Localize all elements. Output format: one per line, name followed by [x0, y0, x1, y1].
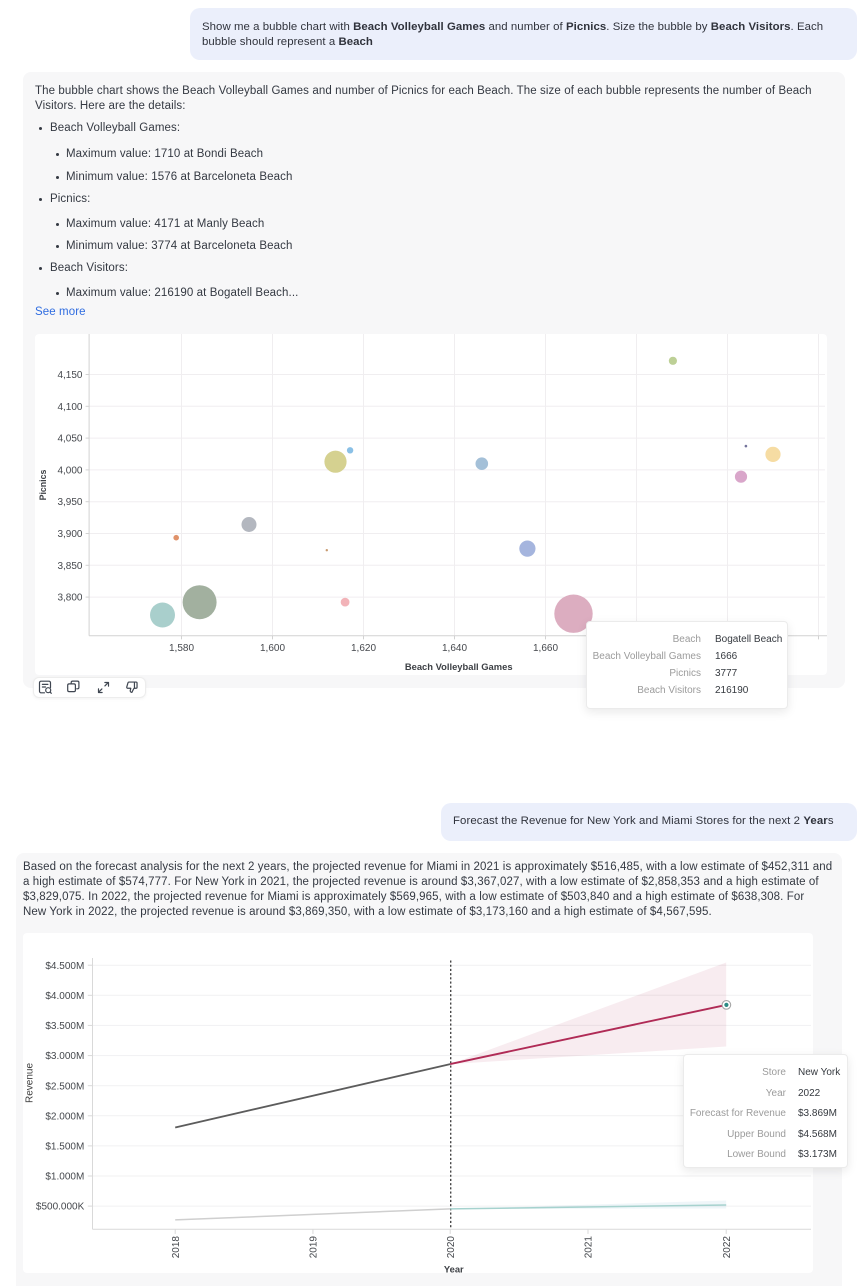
- svg-text:Picnics: Picnics: [38, 469, 48, 500]
- svg-text:$3.000M: $3.000M: [45, 1051, 84, 1062]
- svg-text:1,660: 1,660: [532, 642, 557, 653]
- svg-text:2018: 2018: [171, 1235, 182, 1258]
- svg-text:1,580: 1,580: [168, 642, 193, 653]
- svg-text:3,950: 3,950: [57, 497, 82, 508]
- svg-text:2021: 2021: [583, 1235, 594, 1258]
- svg-text:2022: 2022: [722, 1235, 733, 1258]
- svg-text:4,150: 4,150: [57, 370, 82, 381]
- svg-text:$4.500M: $4.500M: [45, 960, 84, 971]
- svg-text:3,800: 3,800: [57, 592, 82, 603]
- svg-text:$3.500M: $3.500M: [45, 1021, 84, 1032]
- svg-text:$4.000M: $4.000M: [45, 990, 84, 1001]
- svg-text:$2.500M: $2.500M: [45, 1081, 84, 1092]
- svg-text:$1.500M: $1.500M: [45, 1141, 84, 1152]
- svg-text:1,600: 1,600: [259, 642, 284, 653]
- svg-text:1,620: 1,620: [350, 642, 375, 653]
- svg-text:4,100: 4,100: [57, 401, 82, 412]
- svg-text:Year: Year: [444, 1263, 464, 1273]
- svg-text:1,640: 1,640: [441, 642, 466, 653]
- svg-text:$1.000M: $1.000M: [45, 1171, 84, 1182]
- svg-text:Beach Volleyball Games: Beach Volleyball Games: [404, 660, 512, 671]
- svg-text:3,900: 3,900: [57, 529, 82, 540]
- svg-text:3,850: 3,850: [57, 560, 82, 571]
- svg-text:2019: 2019: [308, 1235, 319, 1258]
- svg-text:$2.000M: $2.000M: [45, 1111, 84, 1122]
- svg-text:4,000: 4,000: [57, 465, 82, 476]
- svg-text:4,050: 4,050: [57, 433, 82, 444]
- svg-text:$500.000K: $500.000K: [36, 1201, 85, 1212]
- svg-text:Revenue: Revenue: [24, 1062, 35, 1102]
- svg-text:2020: 2020: [446, 1235, 457, 1258]
